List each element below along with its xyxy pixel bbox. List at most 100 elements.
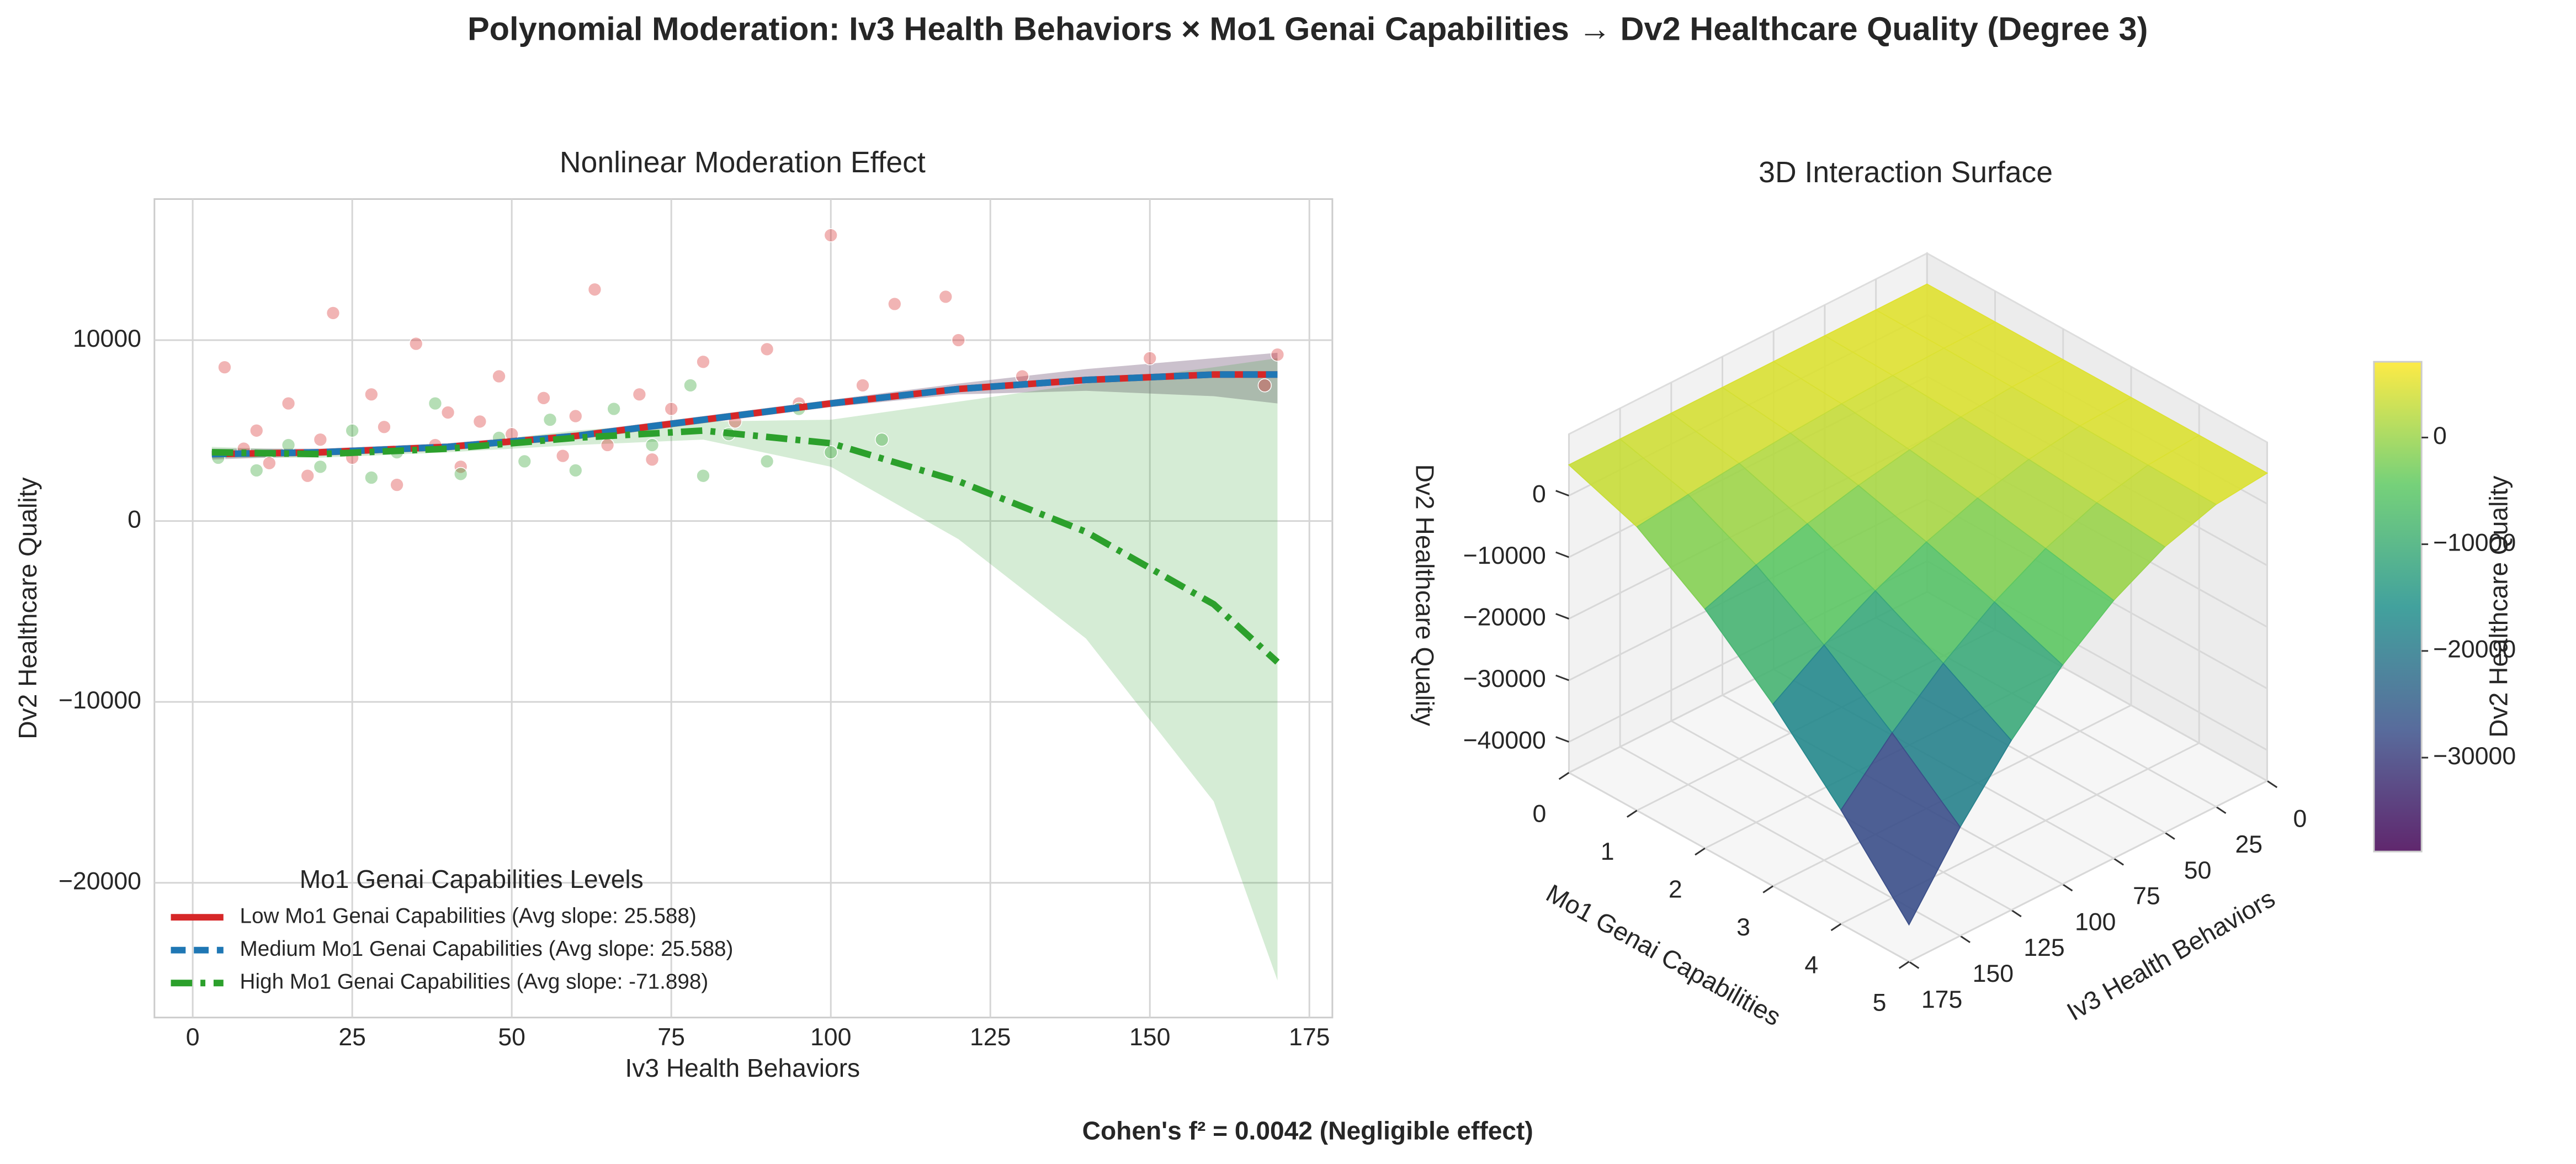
footer-note: Cohen's f² = 0.0042 (Negligible effect)	[1082, 1116, 1533, 1145]
scatter-point	[683, 378, 698, 393]
x-tick-label: 175	[1289, 1024, 1330, 1051]
panel-title: 3D Interaction Surface	[1759, 156, 2053, 189]
scatter-point	[569, 463, 583, 478]
x-tick-label: 75	[657, 1024, 685, 1051]
y-tick-label: 1	[1601, 838, 1614, 865]
figure-title: Polynomial Moderation: Iv3 Health Behavi…	[468, 10, 2148, 47]
scatter-point	[569, 409, 583, 424]
scatter-point	[281, 396, 296, 411]
y-tick-label: 0	[1532, 800, 1546, 827]
tick-mark	[1555, 674, 1569, 681]
tick-mark	[1830, 923, 1842, 932]
scatter-point	[454, 459, 468, 474]
x-tick-label: 100	[810, 1024, 851, 1051]
scatter-point	[249, 424, 264, 438]
scatter-point	[537, 391, 551, 405]
scatter-point	[556, 448, 570, 463]
scatter-point	[409, 336, 423, 351]
scatter-point	[951, 333, 966, 347]
scatter-point	[249, 463, 264, 478]
x-tick-label: 175	[1921, 986, 1962, 1013]
scatter-point	[326, 306, 341, 320]
scatter-point	[875, 432, 889, 447]
tick-mark	[1959, 935, 1970, 943]
tick-mark	[1908, 961, 1920, 969]
plot-area	[153, 198, 1334, 1019]
scatter-point	[262, 456, 277, 470]
colorbar-tick-label: −10000	[2433, 529, 2516, 556]
grid-line	[1568, 771, 1910, 962]
legend-label: High Mo1 Genai Capabilities (Avg slope: …	[240, 970, 709, 993]
x-tick-label: 0	[186, 1024, 200, 1051]
y-tick-label: −20000	[59, 868, 141, 895]
scatter-point	[1143, 351, 1157, 366]
legend-label: Low Mo1 Genai Capabilities (Avg slope: 2…	[240, 904, 697, 928]
scatter-point	[696, 355, 710, 369]
z-axis-label: Dv2 Healthcare Quality	[1410, 464, 1439, 726]
tick-mark	[2164, 832, 2175, 840]
colorbar-label: Dv2 Healthcare Quality	[2484, 476, 2513, 738]
x-tick-label: 100	[2075, 908, 2116, 935]
z-tick-label: −10000	[1463, 542, 1546, 569]
y-tick-label: 2	[1669, 876, 1682, 903]
grid-line	[1671, 720, 2012, 911]
scatter-point	[824, 445, 838, 459]
y-tick-label: 5	[1873, 990, 1887, 1017]
scatter-point	[938, 289, 953, 304]
z-tick-label: 0	[1532, 480, 1546, 507]
y-tick-label: 10000	[73, 325, 141, 352]
tick-mark	[2266, 780, 2278, 789]
scatter-point	[759, 454, 774, 469]
scatter-point	[364, 470, 379, 485]
x-tick-label: 25	[338, 1024, 366, 1051]
tick-mark	[1898, 961, 1910, 969]
surface-patch	[1840, 732, 1961, 926]
scatter-point	[300, 469, 315, 483]
scatter-point	[313, 432, 328, 447]
scatter-point	[377, 420, 391, 434]
x-tick-label: 50	[498, 1024, 525, 1051]
scatter-point	[607, 401, 621, 416]
x-axis-label: Iv3 Health Behaviors	[2062, 883, 2280, 1026]
panel-title: Nonlinear Moderation Effect	[560, 146, 926, 179]
z-tick-label: −30000	[1463, 665, 1546, 692]
scatter-point	[696, 469, 710, 483]
x-tick-label: 75	[2133, 883, 2160, 910]
scatter-point	[313, 459, 328, 474]
tick-mark	[1627, 809, 1638, 818]
x-tick-label: 25	[2235, 831, 2262, 858]
x-tick-label: 125	[970, 1024, 1011, 1051]
tick-mark	[2215, 806, 2227, 814]
legend-title: Mo1 Genai Capabilities Levels	[300, 865, 644, 893]
scatter-point	[1257, 378, 1272, 393]
z-tick-label: −20000	[1463, 604, 1546, 631]
legend-label: Medium Mo1 Genai Capabilities (Avg slope…	[240, 937, 734, 961]
tick-mark	[1762, 885, 1773, 893]
colorbar-tick-label: −20000	[2433, 636, 2516, 663]
tick-mark	[1555, 736, 1569, 743]
scatter-point	[856, 378, 870, 393]
scatter-point	[472, 414, 487, 429]
grid-line	[1908, 780, 2268, 962]
scatter-point	[492, 369, 506, 384]
y-tick-label: 0	[128, 506, 141, 533]
y-tick-label: 4	[1804, 951, 1818, 978]
x-tick-label: 125	[2023, 934, 2064, 961]
trend-line	[211, 427, 1280, 665]
tick-mark	[2062, 883, 2073, 892]
x-tick-label: 0	[2293, 805, 2307, 832]
scatter-point	[364, 387, 379, 401]
tick-mark	[1695, 847, 1706, 856]
scatter-point	[454, 467, 468, 482]
scatter-point	[428, 396, 443, 411]
z-tick-label: −40000	[1463, 727, 1546, 754]
x-axis-label: Iv3 Health Behaviors	[625, 1054, 861, 1082]
confidence-band	[211, 358, 1278, 981]
colorbar-tick-label: 0	[2433, 422, 2447, 449]
scatter-point	[645, 452, 660, 467]
y-tick-label: 3	[1736, 914, 1750, 941]
scatter-point	[664, 401, 678, 416]
tick-mark	[2011, 909, 2022, 918]
scatter-point	[543, 412, 557, 427]
